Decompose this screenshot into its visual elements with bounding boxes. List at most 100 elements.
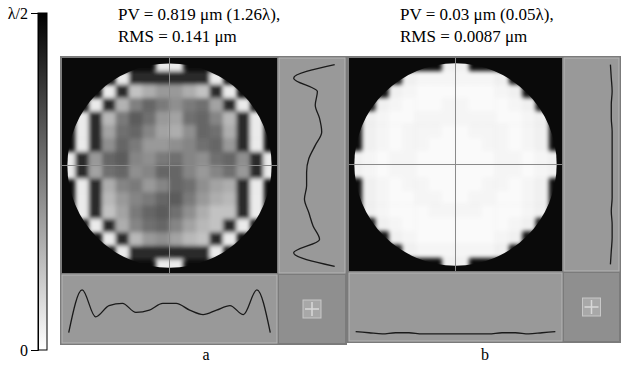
heatmap-cell xyxy=(129,219,143,233)
heatmap-cell xyxy=(129,98,143,112)
heatmap-cell xyxy=(375,178,389,192)
heatmap-cell xyxy=(429,244,443,258)
heatmap-cell xyxy=(482,151,496,165)
heatmap-cell xyxy=(102,219,116,233)
heatmap-cell xyxy=(429,151,443,165)
heatmap-cell xyxy=(508,231,522,245)
heatmap-cell xyxy=(402,98,416,112)
heatmap-cell xyxy=(263,152,277,166)
heatmap-cell xyxy=(196,98,210,112)
heatmap-cell xyxy=(455,217,469,231)
heatmap-cell xyxy=(375,204,389,218)
heatmap-cell xyxy=(196,179,210,193)
heatmap-cell xyxy=(223,111,237,125)
heatmap-cell xyxy=(210,111,224,125)
heatmap-cell xyxy=(223,98,237,112)
heatmap-cell xyxy=(455,151,469,165)
heatmap-cell xyxy=(183,206,197,220)
heatmap-cell xyxy=(156,58,170,72)
figure: 0λ/2PV = 0.819 μm (1.26λ),RMS = 0.141 μm… xyxy=(0,0,625,365)
heatmap-cell xyxy=(115,138,129,152)
heatmap-cell xyxy=(455,84,469,98)
heatmap-cell xyxy=(156,152,170,166)
heatmap-cell xyxy=(169,206,183,220)
panel-title: PV = 0.03 μm (0.05λ), xyxy=(400,5,554,24)
map-background xyxy=(62,58,277,273)
heatmap-cell xyxy=(415,191,429,205)
map-cells xyxy=(62,58,278,274)
heatmap-cell xyxy=(196,232,210,246)
heatmap-cell xyxy=(535,124,549,138)
heatmap-cell xyxy=(129,138,143,152)
heatmap-cell xyxy=(482,217,496,231)
heatmap-cell xyxy=(362,111,376,125)
heatmap-cell xyxy=(263,165,277,179)
heatmap-cell xyxy=(482,178,496,192)
heatmap-cell xyxy=(169,85,183,99)
heatmap-cell xyxy=(129,111,143,125)
heatmap-cell xyxy=(402,191,416,205)
heatmap-cell xyxy=(508,217,522,231)
corner-box xyxy=(279,275,345,343)
heatmap-cell xyxy=(375,151,389,165)
heatmap-cell xyxy=(429,178,443,192)
heatmap-cell xyxy=(102,98,116,112)
heatmap-cell xyxy=(508,204,522,218)
heatmap-cell xyxy=(115,219,129,233)
heatmap-cell xyxy=(115,125,129,139)
heatmap-cell xyxy=(156,111,170,125)
heatmap-cell xyxy=(455,111,469,125)
heatmap-cell xyxy=(75,206,89,220)
heatmap-cell xyxy=(156,85,170,99)
heatmap-cell xyxy=(429,164,443,178)
heatmap-cell xyxy=(142,192,156,206)
heatmap-cell xyxy=(183,98,197,112)
panel-frame xyxy=(60,56,347,345)
heatmap-cell xyxy=(250,179,264,193)
profile-area xyxy=(294,65,335,267)
heatmap-cell xyxy=(129,85,143,99)
heatmap-cell xyxy=(210,206,224,220)
heatmap-cell xyxy=(362,138,376,152)
heatmap-cell xyxy=(115,71,129,85)
heatmap-cell xyxy=(75,111,89,125)
heatmap-cell xyxy=(415,111,429,125)
heatmap-cell xyxy=(102,192,116,206)
heatmap-cell xyxy=(62,165,76,179)
profile-panel xyxy=(279,58,345,273)
center-button[interactable] xyxy=(583,298,601,316)
heatmap-cell xyxy=(89,179,103,193)
map-background xyxy=(349,58,562,271)
heatmap-cell xyxy=(389,98,403,112)
heatmap-cell xyxy=(142,206,156,220)
heatmap-cell xyxy=(169,219,183,233)
heatmap-cell xyxy=(455,231,469,245)
horizontal-profile xyxy=(69,290,271,333)
heatmap-cell xyxy=(495,191,509,205)
heatmap-cell xyxy=(169,71,183,85)
heatmap-cell xyxy=(129,192,143,206)
heatmap-cell xyxy=(455,178,469,192)
center-button[interactable] xyxy=(303,300,321,318)
heatmap-cell xyxy=(482,71,496,85)
heatmap-cell xyxy=(236,219,250,233)
heatmap-cell xyxy=(375,111,389,125)
heatmap-cell xyxy=(455,98,469,112)
heatmap-cell xyxy=(482,138,496,152)
heatmap-cell xyxy=(169,259,183,273)
heatmap-cell xyxy=(169,98,183,112)
heatmap-cell xyxy=(455,204,469,218)
heatmap-cell xyxy=(522,138,536,152)
heatmap-cell xyxy=(115,85,129,99)
crosshair xyxy=(169,58,170,273)
heatmap-cell xyxy=(102,125,116,139)
heatmap-cell xyxy=(482,124,496,138)
heatmap-cell xyxy=(129,152,143,166)
heatmap-cell xyxy=(89,165,103,179)
heatmap-cell xyxy=(429,217,443,231)
heatmap-cell xyxy=(210,71,224,85)
heatmap-cell xyxy=(75,138,89,152)
colorbar-axis: 0λ/2 xyxy=(8,5,39,359)
heatmap-cell xyxy=(442,151,456,165)
heatmap-cell xyxy=(142,179,156,193)
